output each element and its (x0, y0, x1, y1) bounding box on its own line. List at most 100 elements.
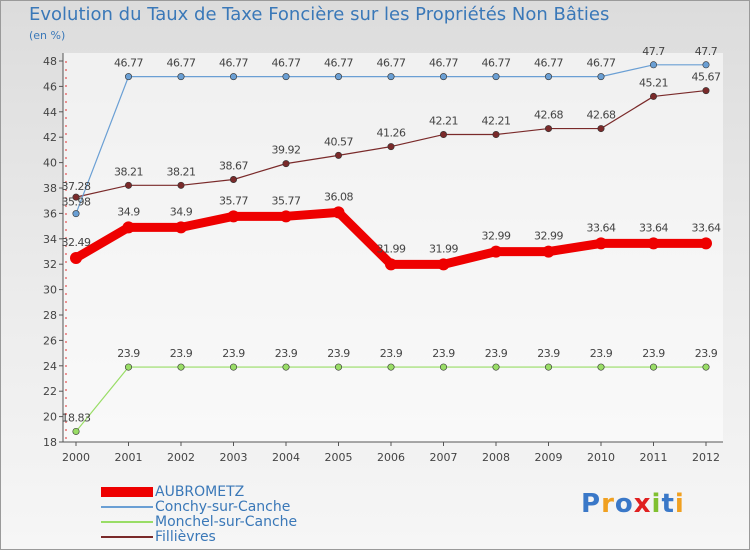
data-label: 35.77 (272, 194, 301, 207)
data-label: 34.9 (170, 205, 193, 218)
data-point (177, 363, 185, 371)
x-tick-label: 2008 (482, 451, 510, 464)
data-label: 33.64 (692, 221, 721, 234)
data-label: 23.9 (485, 347, 508, 360)
logo-letter: r (601, 489, 615, 519)
data-label: 39.92 (272, 144, 301, 157)
legend-label-monchel: Monchel-sur-Canche (155, 514, 298, 530)
y-tick-label: 42 (43, 131, 57, 144)
y-tick-label: 34 (43, 233, 57, 246)
proxiti-logo: Proxiti (581, 489, 685, 519)
data-point (492, 131, 500, 139)
data-point (125, 73, 133, 81)
data-label: 23.9 (117, 347, 140, 360)
data-point (385, 258, 397, 271)
y-tick-label: 48 (43, 55, 57, 68)
data-point (439, 73, 447, 81)
data-point (122, 221, 135, 234)
data-point (649, 92, 657, 100)
data-label: 46.77 (534, 57, 563, 70)
data-point (595, 237, 607, 250)
data-label: 31.99 (377, 242, 406, 255)
data-label: 40.57 (324, 135, 353, 148)
data-point (177, 73, 185, 81)
data-label: 37.28 (62, 180, 91, 193)
data-label: 32.99 (534, 230, 563, 243)
x-tick-label: 2002 (167, 451, 195, 464)
logo-letter: P (581, 489, 602, 519)
data-point (702, 363, 710, 371)
data-point (387, 73, 395, 81)
legend-label-fillievres: Fillièvres (155, 529, 216, 545)
data-label: 42.68 (587, 109, 616, 122)
data-point (702, 87, 710, 95)
x-tick-label: 2006 (377, 451, 405, 464)
legend-label-aubrometz: AUBROMETZ (155, 484, 245, 500)
y-tick-label: 32 (43, 258, 57, 271)
data-point (72, 193, 80, 201)
data-point (280, 210, 292, 223)
data-label: 41.26 (377, 127, 406, 140)
data-point (544, 125, 552, 133)
data-label: 23.9 (642, 347, 665, 360)
data-point (597, 73, 605, 81)
data-point (125, 181, 133, 189)
data-point (387, 143, 395, 151)
data-label: 35.77 (219, 194, 248, 207)
data-point (227, 210, 240, 223)
data-label: 38.21 (167, 165, 196, 178)
x-tick-label: 2011 (640, 451, 668, 464)
data-point (439, 131, 447, 139)
x-tick-label: 2004 (272, 451, 300, 464)
data-point (542, 245, 555, 258)
data-label: 23.9 (222, 347, 245, 360)
y-tick-label: 28 (43, 309, 57, 322)
data-label: 23.9 (170, 347, 193, 360)
data-point (334, 363, 342, 371)
data-point (647, 237, 660, 250)
data-label: 31.99 (429, 242, 458, 255)
data-label: 46.77 (114, 57, 143, 70)
y-tick-label: 30 (43, 284, 57, 297)
y-tick-label: 40 (43, 157, 57, 170)
legend-swatch-fillievres (101, 536, 153, 538)
data-point (544, 363, 552, 371)
legend-label-conchy: Conchy-sur-Canche (155, 499, 291, 515)
data-point (649, 61, 657, 69)
data-label: 46.77 (587, 57, 616, 70)
data-point (125, 363, 133, 371)
data-point (492, 73, 500, 81)
data-label: 46.77 (167, 57, 196, 70)
data-point (70, 251, 82, 264)
data-label: 42.21 (482, 115, 511, 128)
data-point (282, 363, 290, 371)
data-label: 32.49 (62, 236, 91, 249)
data-label: 45.21 (639, 76, 668, 89)
data-label: 46.77 (482, 57, 511, 70)
data-point (334, 73, 342, 81)
data-point (439, 363, 447, 371)
data-label: 34.9 (117, 205, 140, 218)
y-tick-label: 24 (43, 360, 57, 373)
legend-swatch-aubrometz (101, 487, 153, 497)
data-label: 42.68 (534, 109, 563, 122)
x-tick-label: 2012 (692, 451, 720, 464)
chart-title: Evolution du Taux de Taxe Foncière sur l… (29, 4, 610, 25)
data-label: 38.67 (219, 159, 248, 172)
data-point (230, 73, 238, 81)
legend-swatch-monchel (101, 521, 153, 523)
y-tick-label: 26 (43, 334, 57, 347)
data-label: 23.9 (327, 347, 350, 360)
data-point (649, 363, 657, 371)
y-tick-label: 36 (43, 207, 57, 220)
data-point (492, 363, 500, 371)
y-tick-label: 18 (43, 436, 57, 449)
data-label: 42.21 (429, 115, 458, 128)
x-tick-label: 2000 (62, 451, 90, 464)
unit-label: (en %) (29, 29, 66, 42)
data-label: 32.99 (482, 230, 511, 243)
data-point (72, 210, 80, 218)
data-label: 36.08 (324, 190, 353, 203)
logo-letter: i (651, 489, 662, 519)
